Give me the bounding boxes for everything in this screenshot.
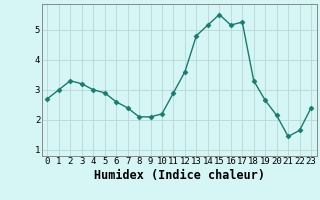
X-axis label: Humidex (Indice chaleur): Humidex (Indice chaleur) xyxy=(94,169,265,182)
